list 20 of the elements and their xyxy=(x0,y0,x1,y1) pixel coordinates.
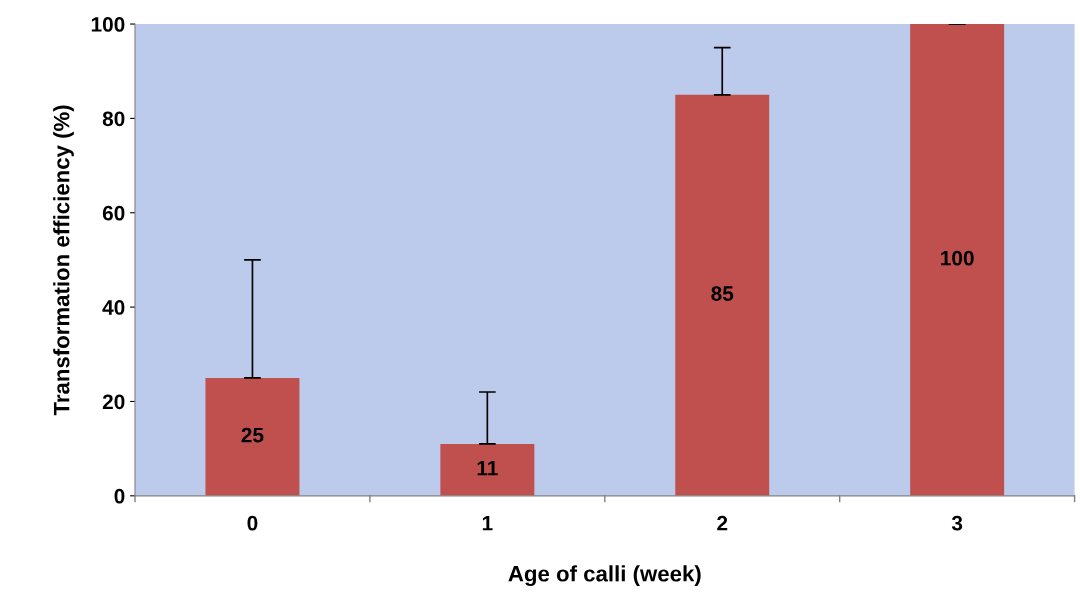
y-tick-label: 20 xyxy=(102,394,125,410)
data-label: 100 xyxy=(941,250,974,266)
data-label: 85 xyxy=(711,286,734,301)
y-axis-title: Transformation efficiency (%) xyxy=(53,105,74,416)
y-tick-label: 0 xyxy=(114,488,125,504)
x-tick-label: 2 xyxy=(717,515,728,531)
bar xyxy=(675,94,770,496)
y-tick-label: 100 xyxy=(91,17,125,32)
x-tick-label: 1 xyxy=(482,516,493,531)
data-label: 11 xyxy=(477,460,498,476)
bar xyxy=(910,24,1005,496)
bar xyxy=(205,377,300,496)
x-tick-label: 0 xyxy=(247,515,258,531)
y-tick-label: 80 xyxy=(102,111,125,127)
y-tick-label: 40 xyxy=(102,300,125,315)
bar xyxy=(440,443,535,496)
y-tick-label: 60 xyxy=(102,205,125,221)
x-tick-label: 3 xyxy=(951,515,963,531)
x-axis-title: Age of calli (week) xyxy=(508,565,701,587)
data-label: 25 xyxy=(241,427,264,443)
